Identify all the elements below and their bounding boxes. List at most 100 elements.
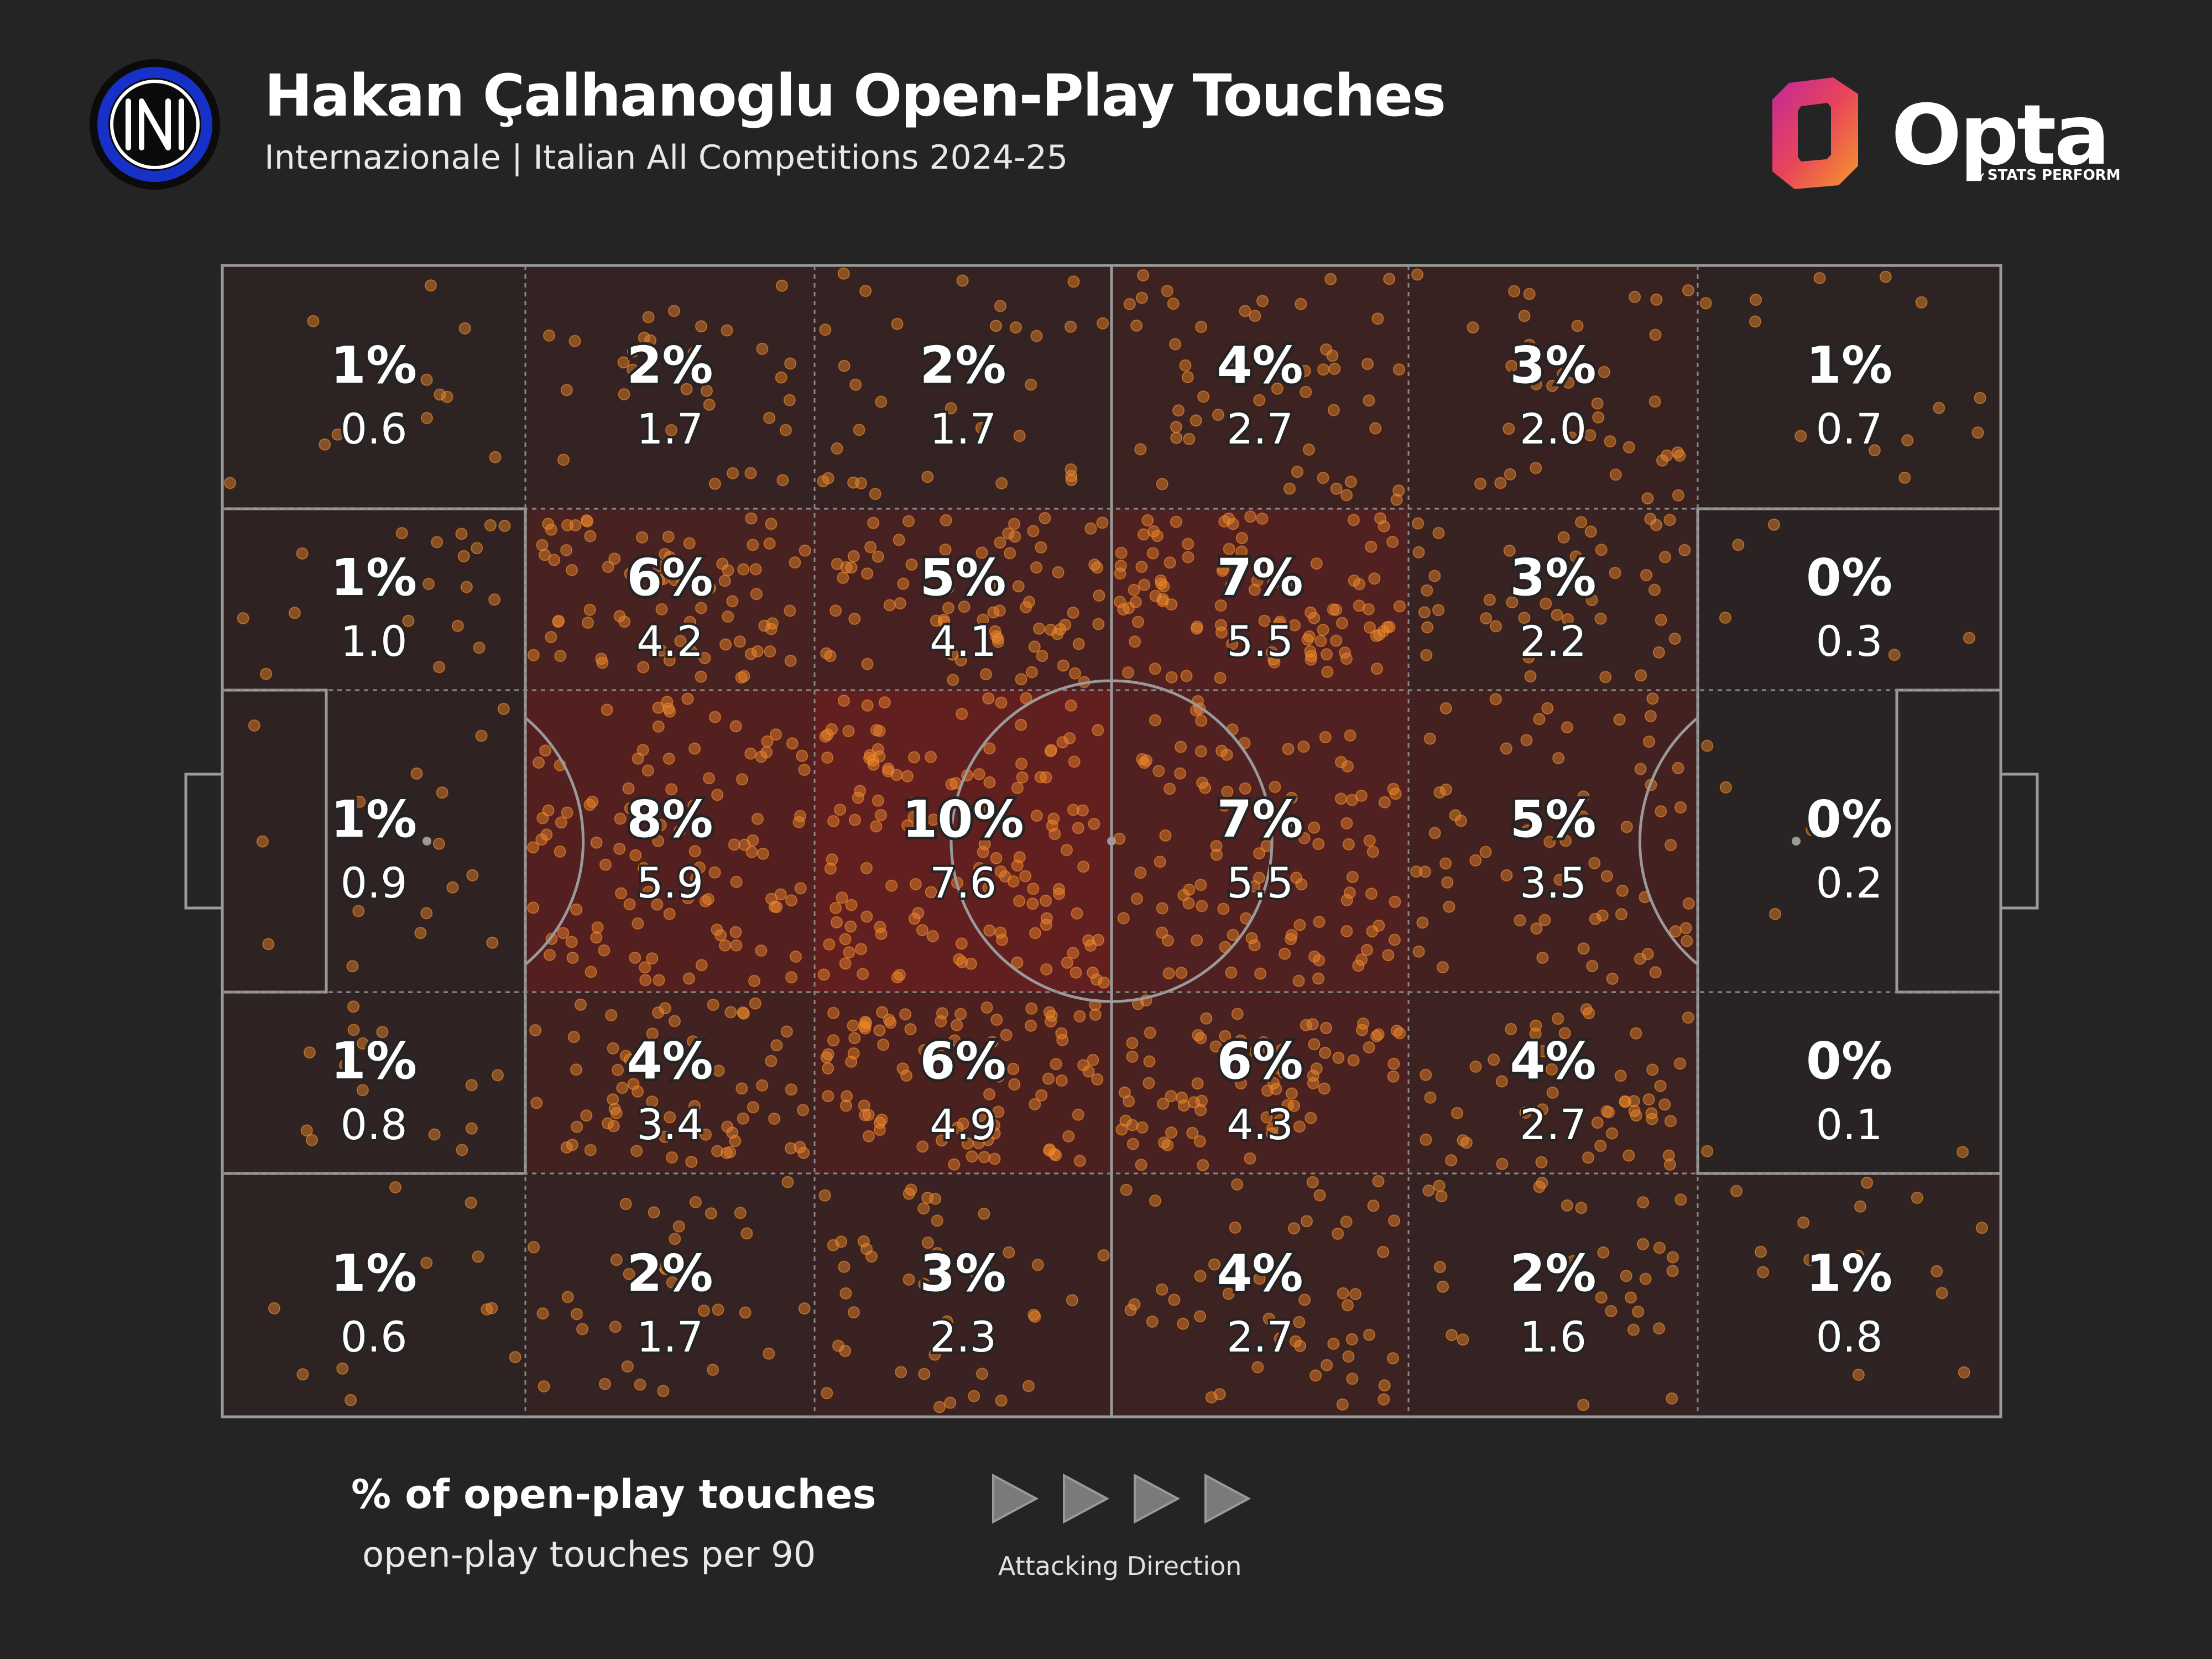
touch-dot — [1310, 557, 1323, 570]
touch-dot — [785, 971, 797, 984]
touch-dot — [831, 442, 843, 455]
touch-dot — [826, 853, 838, 866]
touch-dot — [1663, 514, 1676, 526]
touch-dot — [1604, 435, 1616, 448]
touch-dot — [1469, 854, 1482, 867]
touch-dot — [1285, 1087, 1298, 1100]
touch-dot — [1216, 565, 1229, 577]
touch-dot — [1386, 536, 1399, 548]
touch-dot — [918, 1044, 931, 1056]
touch-dot — [1658, 1098, 1671, 1111]
touch-dot — [847, 550, 860, 562]
touch-dot — [913, 807, 926, 820]
touch-dot — [1355, 790, 1368, 802]
touch-dot — [755, 945, 768, 957]
touch-dot — [822, 1090, 834, 1103]
touch-dot — [1340, 653, 1353, 665]
touch-dot — [1025, 1002, 1038, 1015]
touch-dot — [1096, 517, 1109, 529]
touch-dot — [1239, 782, 1251, 795]
touch-dot — [1039, 512, 1051, 524]
touch-dot — [961, 1137, 974, 1150]
touch-dot — [983, 1088, 995, 1100]
touch-dot — [657, 1385, 670, 1397]
touch-dot — [1035, 1089, 1048, 1102]
touch-dot — [765, 518, 778, 530]
touch-dot — [1002, 527, 1015, 540]
touch-dot — [1008, 518, 1020, 530]
touch-dot — [1312, 838, 1325, 851]
touch-dot — [756, 1079, 769, 1092]
touch-dot — [1297, 740, 1310, 753]
touch-dot — [1251, 1361, 1264, 1374]
touch-dot — [1229, 1221, 1241, 1234]
touch-dot — [1172, 404, 1185, 417]
touch-dot — [509, 1351, 521, 1364]
touch-dot — [780, 1025, 793, 1038]
touch-dot — [1599, 671, 1612, 684]
touch-dot — [433, 661, 446, 674]
touch-dot — [684, 615, 696, 628]
touch-dot — [845, 1055, 858, 1068]
touch-dot — [586, 795, 599, 808]
touch-dot — [623, 898, 636, 911]
touch-dot — [925, 886, 937, 899]
touch-dot — [465, 1079, 478, 1092]
touch-dot — [688, 845, 701, 858]
touch-dot — [1004, 547, 1016, 560]
touch-dot — [1253, 847, 1265, 860]
touch-dot — [548, 554, 561, 566]
touch-dot — [566, 952, 579, 964]
touch-dot — [872, 794, 884, 807]
touch-dot — [662, 753, 675, 765]
touch-dot — [1129, 635, 1141, 648]
touch-dot — [1065, 699, 1077, 712]
touch-dot — [1371, 312, 1384, 325]
touch-dot — [1062, 1130, 1075, 1142]
touch-dot — [1022, 1380, 1035, 1392]
touch-dot — [849, 378, 862, 391]
touch-dot — [1503, 422, 1515, 435]
touch-dot — [1598, 366, 1610, 378]
touch-dot — [1144, 1026, 1156, 1039]
touch-dot — [1364, 621, 1376, 634]
touch-dot — [1606, 972, 1619, 985]
touch-dot — [1067, 804, 1079, 816]
touch-dot — [1343, 886, 1356, 899]
touch-dot — [932, 1042, 945, 1055]
touch-dots — [224, 267, 1988, 1413]
touch-dot — [901, 819, 914, 832]
touch-dot — [722, 611, 734, 623]
touch-dot — [956, 708, 968, 720]
touch-dot — [1164, 556, 1176, 569]
touch-dot — [839, 933, 852, 946]
touch-dot — [646, 952, 659, 965]
touch-dot — [1561, 721, 1573, 734]
touch-dot — [982, 692, 995, 705]
touch-dot — [735, 1082, 748, 1095]
touch-dot — [926, 930, 939, 942]
touch-dot — [797, 1146, 810, 1159]
touch-dot — [425, 279, 437, 292]
touch-dot — [1674, 1193, 1687, 1206]
touch-dot — [917, 1202, 930, 1215]
touch-dot — [1244, 510, 1257, 523]
touch-dot — [1196, 900, 1208, 912]
touch-dot — [1518, 612, 1531, 624]
touch-dot — [1963, 632, 1975, 644]
right-penalty-arc — [1638, 717, 1699, 966]
touch-dot — [1305, 1112, 1317, 1124]
touch-dot — [1167, 298, 1180, 310]
touch-dot — [486, 936, 499, 949]
touch-dot — [1974, 392, 1986, 404]
touch-dot — [1128, 1298, 1141, 1311]
touch-dot — [609, 1321, 622, 1333]
touch-dot — [571, 1120, 583, 1133]
touch-dot — [1310, 1369, 1322, 1382]
touch-dot — [1025, 378, 1037, 391]
touch-dot — [1412, 517, 1425, 530]
touch-dot — [1194, 1270, 1207, 1282]
touch-dot — [1523, 338, 1536, 351]
touch-dot — [1576, 810, 1589, 823]
